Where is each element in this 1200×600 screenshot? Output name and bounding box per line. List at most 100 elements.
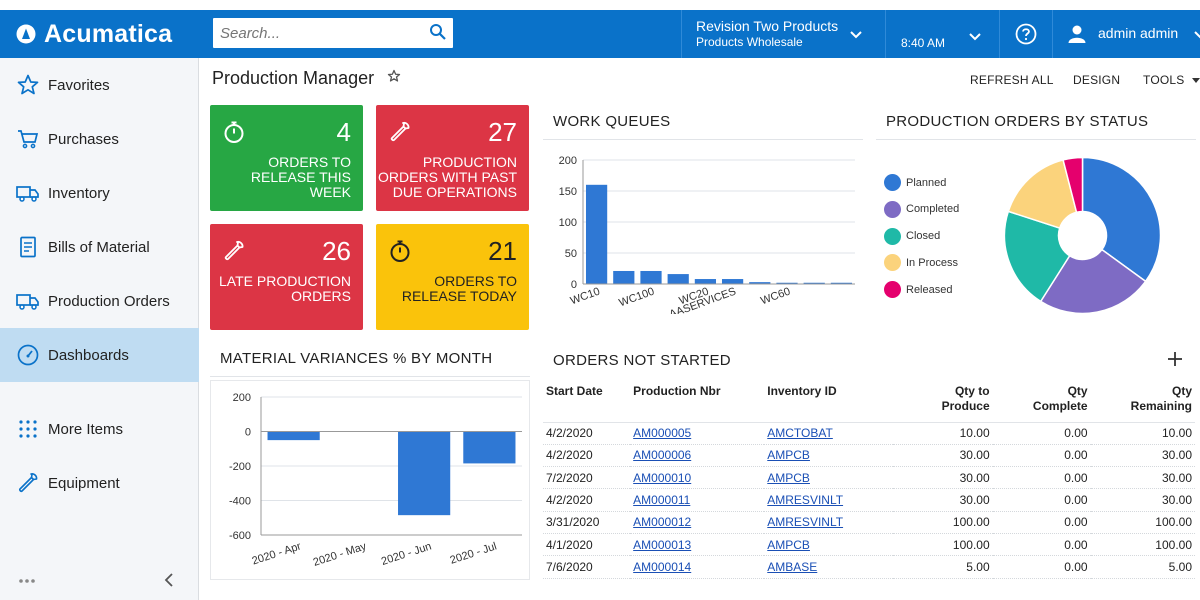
chevron-down-icon bbox=[1194, 31, 1200, 39]
legend-item[interactable]: Planned bbox=[884, 174, 946, 191]
x-tick-label: 2020 - May bbox=[312, 540, 369, 569]
inventory-id-link[interactable]: AMPCB bbox=[767, 537, 810, 552]
kpi-label: ORDERS TO RELEASE TODAY bbox=[401, 273, 517, 304]
sidebar-item-favorites[interactable]: Favorites bbox=[0, 58, 199, 112]
col-start-date[interactable]: Start Date bbox=[543, 377, 631, 423]
y-tick-label: -400 bbox=[229, 496, 251, 508]
bar bbox=[830, 282, 853, 284]
user-name: admin admin bbox=[1098, 25, 1179, 41]
qty-to-produce-cell: 30.00 bbox=[892, 488, 993, 512]
qty-to-produce-cell: 30.00 bbox=[892, 466, 993, 490]
sidebar-footer bbox=[0, 566, 199, 596]
inventory-id-link[interactable]: AMPCB bbox=[767, 470, 810, 485]
orders-table: Start Date Production Nbr Inventory ID Q… bbox=[543, 377, 1195, 579]
production-nbr-link[interactable]: AM000013 bbox=[633, 537, 692, 552]
bar bbox=[267, 431, 320, 441]
inventory-id-link[interactable]: AMRESVINLT bbox=[767, 493, 844, 508]
y-tick-label: 200 bbox=[559, 155, 577, 167]
design-button[interactable]: DESIGN bbox=[1073, 73, 1121, 87]
section-divider bbox=[543, 139, 863, 140]
branch-name: Products Wholesale bbox=[696, 35, 803, 49]
qty-remaining-cell: 5.00 bbox=[1090, 555, 1195, 579]
qty-to-produce-cell: 5.00 bbox=[892, 555, 993, 579]
col-inventory-id[interactable]: Inventory ID bbox=[764, 377, 893, 423]
user-menu[interactable]: admin admin bbox=[1053, 10, 1200, 58]
kpi-tile-past-due-operations[interactable]: 27 PRODUCTION ORDERS WITH PAST DUE OPERA… bbox=[376, 105, 529, 211]
production-nbr-link[interactable]: AM000006 bbox=[633, 448, 692, 463]
qty-complete-cell: 0.00 bbox=[992, 466, 1091, 490]
truck-icon bbox=[14, 287, 42, 315]
sidebar-item-label: Dashboards bbox=[48, 346, 129, 364]
more-dots-icon[interactable] bbox=[18, 578, 36, 584]
link-cell: AMRESVINLT bbox=[764, 488, 893, 512]
y-tick-label: 100 bbox=[559, 217, 577, 229]
kpi-tile-orders-release-week[interactable]: 4 ORDERS TO RELEASE THIS WEEK bbox=[210, 105, 363, 211]
main-content: Production Manager REFRESH ALL DESIGN TO… bbox=[200, 58, 1200, 600]
cart-icon bbox=[14, 125, 42, 153]
sidebar-item-dashboards[interactable]: Dashboards bbox=[0, 328, 199, 382]
bar bbox=[613, 270, 635, 284]
search-input[interactable] bbox=[220, 24, 420, 42]
inventory-id-link[interactable]: AMRESVINLT bbox=[767, 515, 844, 530]
sidebar-item-production-orders[interactable]: Production Orders bbox=[0, 274, 199, 328]
production-nbr-link[interactable]: AM000005 bbox=[633, 426, 692, 441]
link-cell: AM000012 bbox=[630, 511, 765, 534]
y-tick-label: -600 bbox=[229, 530, 251, 542]
table-row: 3/31/2020 AM000012 AMRESVINLT 100.00 0.00 100… bbox=[543, 511, 1195, 534]
header-divider bbox=[1052, 10, 1053, 58]
gauge-icon bbox=[14, 341, 42, 369]
x-tick-label: WC100 bbox=[617, 286, 656, 310]
search-icon[interactable] bbox=[429, 23, 447, 41]
sidebar-item-purchases[interactable]: Purchases bbox=[0, 112, 199, 166]
kpi-value: 21 bbox=[488, 236, 517, 266]
y-tick-label: 150 bbox=[559, 186, 577, 198]
help-button[interactable] bbox=[1000, 10, 1052, 58]
kpi-tile-late-production-orders[interactable]: 26 LATE PRODUCTION ORDERS bbox=[210, 224, 363, 330]
favorite-star-icon[interactable] bbox=[387, 69, 401, 83]
stopwatch-icon bbox=[224, 121, 244, 143]
inventory-id-link[interactable]: AMCTOBAT bbox=[767, 426, 833, 441]
legend-item[interactable]: In Process bbox=[884, 254, 958, 272]
add-icon[interactable] bbox=[1168, 352, 1182, 366]
kpi-tile-orders-release-today[interactable]: 21 ORDERS TO RELEASE TODAY bbox=[376, 224, 529, 330]
col-qty-to-produce[interactable]: Qty to Produce bbox=[892, 377, 993, 423]
inventory-id-link[interactable]: AMPCB bbox=[767, 448, 810, 463]
qty-remaining-cell: 100.00 bbox=[1090, 511, 1195, 534]
sidebar-item-bills-of-material[interactable]: Bills of Material bbox=[0, 220, 199, 274]
collapse-sidebar-icon[interactable] bbox=[164, 573, 174, 587]
sidebar-item-more-items[interactable]: More Items bbox=[0, 402, 199, 456]
qty-to-produce-cell: 100.00 bbox=[892, 511, 993, 534]
qty-complete-cell: 0.00 bbox=[992, 422, 1091, 445]
legend-swatch bbox=[884, 281, 901, 299]
sidebar-item-inventory[interactable]: Inventory bbox=[0, 166, 199, 220]
col-qty-remaining[interactable]: Qty Remaining bbox=[1090, 377, 1195, 423]
production-nbr-link[interactable]: AM000014 bbox=[633, 559, 692, 574]
pie-slice bbox=[1003, 210, 1071, 303]
search-box[interactable] bbox=[213, 18, 453, 48]
help-icon bbox=[1015, 23, 1037, 45]
brand-logo[interactable]: Acumatica bbox=[0, 10, 199, 58]
y-tick-label: 50 bbox=[565, 248, 577, 260]
kpi-label: LATE PRODUCTION ORDERS bbox=[219, 273, 351, 304]
bar bbox=[585, 184, 608, 284]
material-variances-title: MATERIAL VARIANCES % BY MONTH bbox=[220, 350, 493, 367]
production-nbr-link[interactable]: AM000011 bbox=[633, 493, 691, 508]
production-nbr-link[interactable]: AM000010 bbox=[633, 470, 692, 485]
legend-item[interactable]: Closed bbox=[884, 227, 940, 245]
sidebar-item-label: Inventory bbox=[48, 184, 110, 202]
legend-item[interactable]: Completed bbox=[884, 200, 959, 218]
tools-menu-button[interactable]: TOOLS bbox=[1143, 73, 1200, 87]
sidebar-item-equipment[interactable]: Equipment bbox=[0, 456, 199, 510]
branch-selector[interactable]: Revision Two Products Products Wholesale bbox=[682, 10, 885, 58]
col-production-nbr[interactable]: Production Nbr bbox=[630, 377, 765, 423]
col-qty-complete[interactable]: Qty Complete bbox=[992, 377, 1091, 423]
link-cell: AM000006 bbox=[630, 444, 765, 468]
time-selector[interactable]: 8:40 AM bbox=[886, 10, 999, 58]
bar bbox=[721, 279, 744, 284]
link-cell: AMPCB bbox=[764, 466, 893, 490]
qty-complete-cell: 0.00 bbox=[992, 488, 1091, 512]
refresh-all-button[interactable]: REFRESH ALL bbox=[970, 73, 1054, 87]
production-nbr-link[interactable]: AM000012 bbox=[633, 515, 692, 530]
inventory-id-link[interactable]: AMBASE bbox=[767, 559, 818, 574]
legend-item[interactable]: Released bbox=[884, 281, 952, 299]
